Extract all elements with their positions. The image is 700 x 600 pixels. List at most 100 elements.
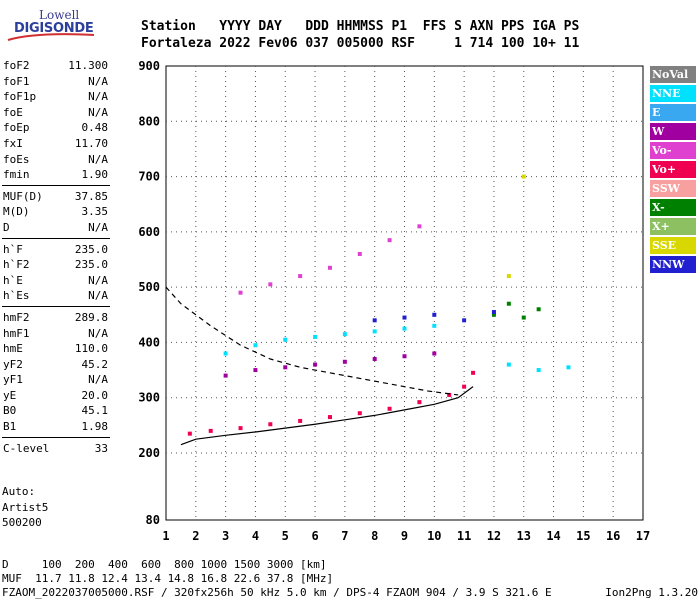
echo-point <box>402 354 407 359</box>
param-value: N/A <box>88 273 108 287</box>
x-tick-label: 16 <box>606 529 620 543</box>
y-tick-label: 500 <box>138 280 160 294</box>
param-value: N/A <box>88 105 108 119</box>
param-name: B1 <box>3 420 17 434</box>
footer-distance-row: D 100 200 400 600 800 1000 1500 3000 [km… <box>2 558 327 571</box>
echo-point <box>491 312 496 317</box>
x-tick-label: 17 <box>636 529 650 543</box>
param-value: 37.85 <box>74 189 108 203</box>
x-tick-label: 5 <box>282 529 289 543</box>
param-value: 1.98 <box>81 420 109 434</box>
profile-curve-dashed <box>165 286 459 396</box>
echo-point <box>357 411 362 416</box>
legend-item: X+ <box>650 218 696 235</box>
param-row: hmF1 N/A <box>2 326 110 342</box>
legend-item: SSE <box>650 237 696 254</box>
logo-sweep-graphic <box>7 33 95 41</box>
echo-point <box>521 315 526 320</box>
param-row: hmF2 289.8 <box>2 310 110 326</box>
y-tick-label: 400 <box>138 335 160 349</box>
legend-item: NNW <box>650 256 696 273</box>
echo-point <box>327 265 332 270</box>
param-name: foF1 <box>3 74 30 88</box>
echo-point <box>536 368 541 373</box>
param-name: yF2 <box>3 357 23 371</box>
echo-point <box>298 418 303 423</box>
param-name: fmin <box>3 168 30 182</box>
param-value: 235.0 <box>74 242 108 256</box>
x-tick-label: 14 <box>546 529 560 543</box>
param-row: yE 20.0 <box>2 388 110 404</box>
param-row: yF2 45.2 <box>2 357 110 373</box>
param-row: M(D) 3.35 <box>2 204 110 220</box>
x-tick-label: 9 <box>401 529 408 543</box>
echo-point <box>506 274 511 279</box>
echo-point <box>506 362 511 367</box>
param-name: h`Es <box>3 289 30 303</box>
echo-point <box>462 318 467 323</box>
y-tick-label: 800 <box>138 114 160 128</box>
param-value: 45.1 <box>81 404 109 418</box>
param-name: M(D) <box>3 205 30 219</box>
y-tick-label: 600 <box>138 225 160 239</box>
param-row: foF1p N/A <box>2 89 110 105</box>
legend-item: X- <box>650 199 696 216</box>
param-name: foF1p <box>3 90 37 104</box>
autoscaling-info: Auto: Artist5 500200 <box>2 484 48 531</box>
y-tick-label: 700 <box>138 170 160 184</box>
param-value: N/A <box>88 326 108 340</box>
param-name: yF1 <box>3 373 23 387</box>
header-values: Fortaleza 2022 Fev06 037 005000 RSF 1 71… <box>141 36 580 51</box>
echo-point <box>187 431 192 436</box>
param-name: foE <box>3 105 23 119</box>
echo-point <box>223 351 228 356</box>
legend-item: Vo- <box>650 142 696 159</box>
param-row: h`F 235.0 <box>2 242 110 258</box>
echo-point <box>342 332 347 337</box>
param-value: 3.35 <box>81 205 109 219</box>
param-row: foEp 0.48 <box>2 120 110 136</box>
logo-lowell-text: Lowell <box>39 8 80 22</box>
echo-point <box>372 357 377 362</box>
echo-point <box>283 365 288 370</box>
x-tick-label: 12 <box>487 529 501 543</box>
echo-point <box>417 224 422 229</box>
echo-point <box>238 426 243 431</box>
footer-file-info: FZAOM_2022037005000.RSF / 320fx256h 50 k… <box>2 586 552 599</box>
param-name: foEp <box>3 121 30 135</box>
param-row: C-level 33 <box>2 441 110 457</box>
echo-point <box>372 329 377 334</box>
legend-item: NoVal <box>650 66 696 83</box>
x-tick-label: 2 <box>192 529 199 543</box>
param-row: h`Es N/A <box>2 288 110 304</box>
param-name: foEs <box>3 152 30 166</box>
param-row: D N/A <box>2 220 110 236</box>
echo-point <box>432 351 437 356</box>
legend-item: E <box>650 104 696 121</box>
param-value: N/A <box>88 74 108 88</box>
echo-point <box>298 274 303 279</box>
param-name: MUF(D) <box>3 189 43 203</box>
echo-point <box>223 373 228 378</box>
param-value: 1.90 <box>81 168 109 182</box>
param-row: fmin 1.90 <box>2 167 110 183</box>
param-value: N/A <box>88 289 108 303</box>
param-separator <box>2 184 110 186</box>
echo-point <box>566 365 571 370</box>
x-tick-label: 6 <box>311 529 318 543</box>
echo-point <box>253 343 258 348</box>
param-value: 11.300 <box>68 59 108 72</box>
x-tick-label: 7 <box>341 529 348 543</box>
echo-point <box>283 337 288 342</box>
echo-point <box>327 415 332 420</box>
param-value: N/A <box>88 373 108 387</box>
echo-point <box>402 326 407 331</box>
echo-point <box>432 323 437 328</box>
param-row: foEs N/A <box>2 152 110 168</box>
param-name: h`F <box>3 242 23 256</box>
param-value: N/A <box>88 90 108 104</box>
echo-point <box>462 384 467 389</box>
param-row: B1 1.98 <box>2 419 110 435</box>
param-separator <box>2 237 110 239</box>
